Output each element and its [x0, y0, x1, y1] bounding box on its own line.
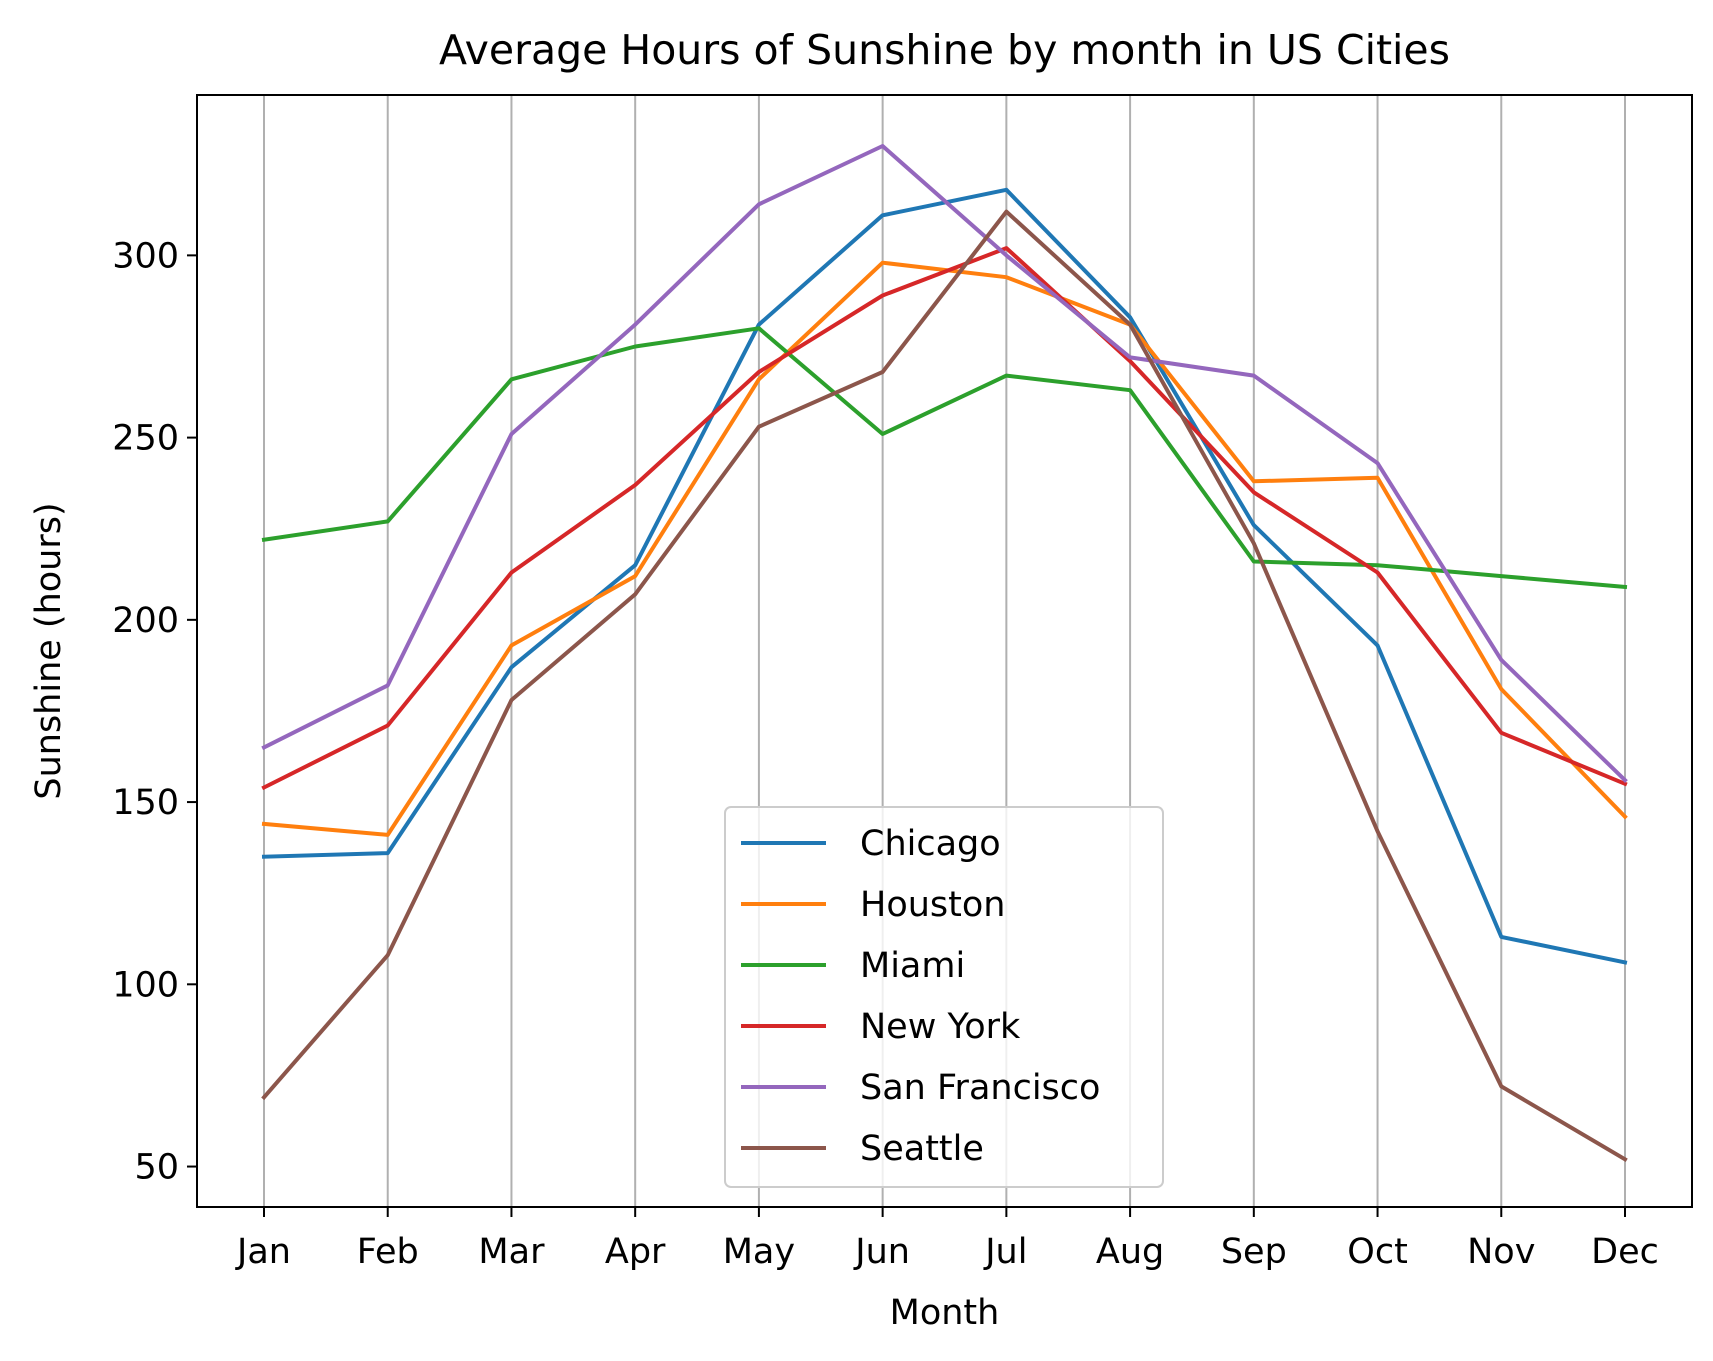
x-axis: Jan Feb Mar Apr May Jun Jul Aug Sep Oct Nov Dec: [235, 1207, 1659, 1272]
x-tick-label-dec: Dec: [1591, 1232, 1659, 1272]
legend-label-miami: Miami: [860, 946, 965, 986]
y-tick-label-250: 250: [112, 419, 179, 459]
x-tick-label-feb: Feb: [357, 1232, 419, 1272]
x-tick-label-nov: Nov: [1467, 1232, 1535, 1272]
legend-label-san-francisco: San Francisco: [860, 1068, 1100, 1108]
series-lines: [261, 144, 1628, 1163]
y-tick-label-50: 50: [134, 1148, 179, 1188]
y-tick-label-300: 300: [112, 236, 179, 276]
y-tick-label-150: 150: [112, 783, 179, 823]
legend-label-chicago: Chicago: [860, 824, 1001, 864]
legend-box: [724, 806, 1164, 1188]
x-tick-label-jul: Jul: [983, 1232, 1027, 1272]
x-tick-label-mar: Mar: [478, 1232, 545, 1272]
series-line-san-francisco: [261, 144, 1628, 784]
y-tick-label-200: 200: [112, 601, 179, 641]
series-line-miami: [261, 326, 1628, 590]
y-tick-label-100: 100: [112, 965, 179, 1005]
x-tick-label-oct: Oct: [1347, 1232, 1408, 1272]
legend-label-houston: Houston: [860, 885, 1005, 925]
grid-lines: [263, 95, 1626, 1207]
x-tick-label-jan: Jan: [235, 1232, 291, 1272]
series-line-new-york: [261, 246, 1628, 791]
chart-title: Average Hours of Sunshine by month in US…: [439, 26, 1450, 74]
plot-frame: [196, 94, 1693, 1208]
x-tick-label-apr: Apr: [605, 1232, 666, 1272]
series-line-seattle: [261, 209, 1628, 1163]
x-axis-label: Month: [890, 1293, 1000, 1333]
legend: Chicago Houston Miami New York San Francisco…: [724, 806, 1164, 1188]
x-tick-label-may: May: [723, 1232, 795, 1272]
x-tick-label-sep: Sep: [1221, 1232, 1287, 1272]
x-tick-label-jun: Jun: [853, 1232, 910, 1272]
legend-label-seattle: Seattle: [860, 1129, 984, 1169]
legend-label-new-york: New York: [860, 1007, 1021, 1047]
x-tick-label-aug: Aug: [1096, 1232, 1164, 1272]
y-axis: 50 100 150 200 250 300: [112, 236, 197, 1188]
y-axis-label: Sunshine (hours): [29, 502, 69, 799]
